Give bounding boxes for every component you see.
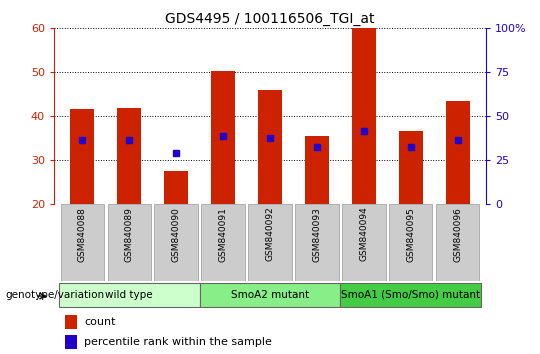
Bar <box>211 71 235 204</box>
Text: GSM840096: GSM840096 <box>453 207 462 262</box>
Text: wild type: wild type <box>105 290 153 300</box>
Text: count: count <box>84 318 116 327</box>
FancyBboxPatch shape <box>59 283 200 307</box>
Text: GSM840089: GSM840089 <box>125 207 133 262</box>
FancyBboxPatch shape <box>65 315 77 329</box>
Text: SmoA2 mutant: SmoA2 mutant <box>231 290 309 300</box>
FancyBboxPatch shape <box>201 204 245 281</box>
Bar <box>258 90 282 204</box>
Text: percentile rank within the sample: percentile rank within the sample <box>84 337 272 347</box>
FancyBboxPatch shape <box>295 204 339 281</box>
Bar <box>446 101 470 204</box>
FancyBboxPatch shape <box>342 204 386 281</box>
Text: GSM840093: GSM840093 <box>313 207 321 262</box>
Title: GDS4495 / 100116506_TGI_at: GDS4495 / 100116506_TGI_at <box>165 12 375 26</box>
Text: SmoA1 (Smo/Smo) mutant: SmoA1 (Smo/Smo) mutant <box>341 290 481 300</box>
FancyBboxPatch shape <box>65 335 77 348</box>
Text: GSM840090: GSM840090 <box>172 207 180 262</box>
Text: genotype/variation: genotype/variation <box>5 290 105 300</box>
Bar <box>117 108 141 204</box>
Bar <box>305 136 329 204</box>
FancyBboxPatch shape <box>340 283 481 307</box>
FancyBboxPatch shape <box>389 204 433 281</box>
Bar <box>70 109 94 204</box>
Bar <box>164 171 188 204</box>
FancyBboxPatch shape <box>436 204 480 281</box>
Text: GSM840094: GSM840094 <box>360 207 368 261</box>
Text: GSM840088: GSM840088 <box>78 207 87 262</box>
FancyBboxPatch shape <box>60 204 104 281</box>
Bar <box>399 131 423 204</box>
Text: GSM840095: GSM840095 <box>407 207 415 262</box>
FancyBboxPatch shape <box>107 204 151 281</box>
Text: GSM840091: GSM840091 <box>219 207 227 262</box>
Bar <box>352 28 376 204</box>
FancyBboxPatch shape <box>248 204 292 281</box>
FancyBboxPatch shape <box>154 204 198 281</box>
FancyBboxPatch shape <box>200 283 340 307</box>
Text: GSM840092: GSM840092 <box>266 207 274 261</box>
